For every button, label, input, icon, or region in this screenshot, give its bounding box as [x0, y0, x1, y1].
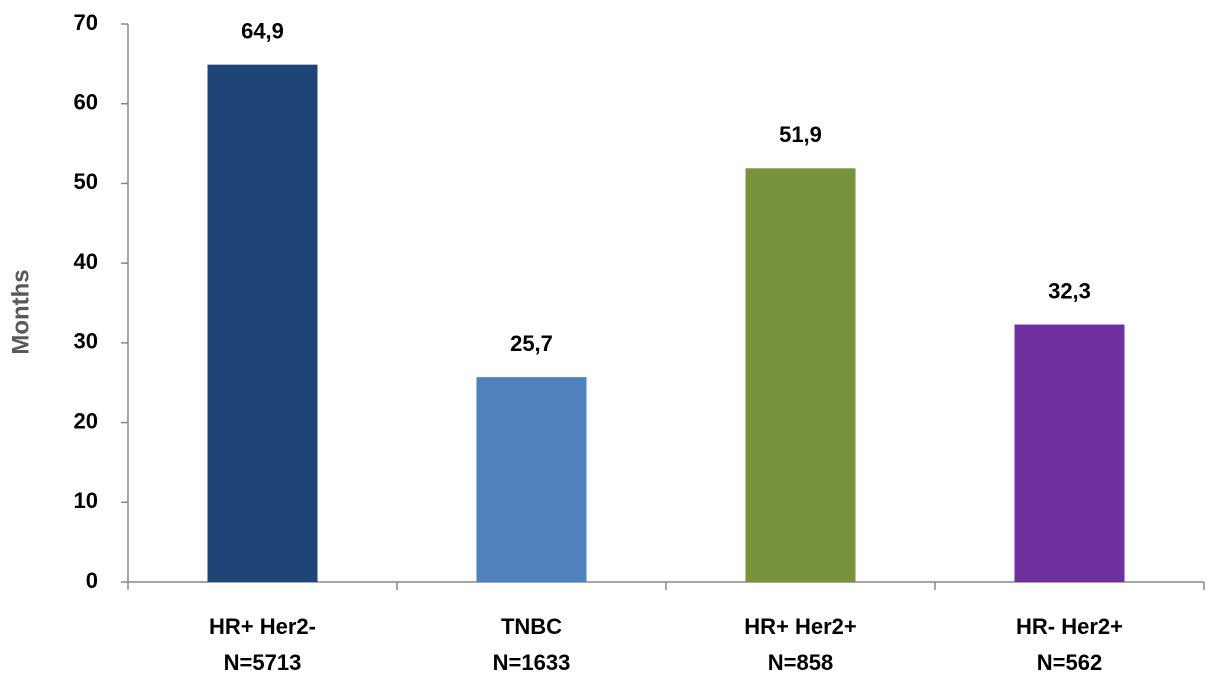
x-tick-label: TNBC [501, 614, 562, 639]
data-label: 25,7 [510, 331, 553, 356]
y-tick-label: 10 [74, 488, 98, 513]
y-tick-label: 50 [74, 169, 98, 194]
data-label: 64,9 [241, 18, 284, 43]
y-tick-label: 0 [86, 568, 98, 593]
x-tick-label: N=5713 [224, 650, 302, 675]
x-tick-label: N=562 [1037, 650, 1102, 675]
y-tick-label: 40 [74, 249, 98, 274]
x-tick-label: HR+ Her2- [209, 614, 316, 639]
y-tick-label: 70 [74, 10, 98, 35]
y-tick-label: 60 [74, 90, 98, 115]
bar [1014, 324, 1125, 582]
y-tick-label: 20 [74, 408, 98, 433]
data-label: 32,3 [1048, 278, 1091, 303]
x-tick-label: N=1633 [493, 650, 571, 675]
x-tick-label: N=858 [768, 650, 833, 675]
data-label: 51,9 [779, 122, 822, 147]
bar [745, 168, 856, 583]
y-tick-label: 30 [74, 329, 98, 354]
bar [207, 64, 318, 582]
x-tick-label: HR+ Her2+ [744, 614, 857, 639]
bar [476, 377, 587, 582]
x-tick-label: HR- Her2+ [1016, 614, 1123, 639]
y-axis-title: Months [7, 269, 34, 354]
